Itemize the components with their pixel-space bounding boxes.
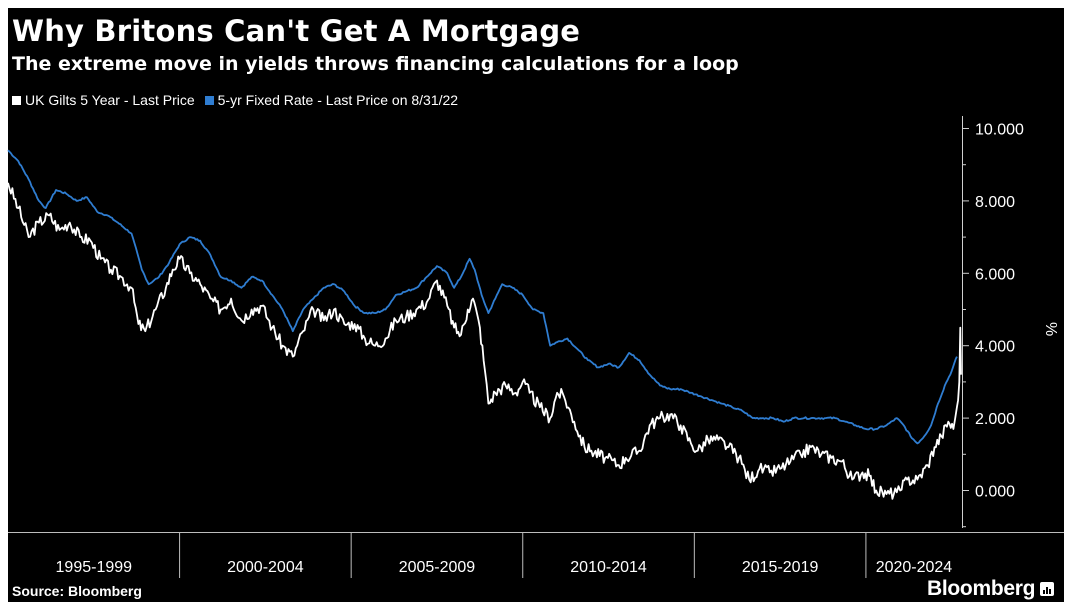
x-category-label: 2005-2009 [399,559,476,576]
legend-item-fixed-rate: 5-yr Fixed Rate - Last Price on 8/31/22 [204,92,459,108]
x-category-label: 2015-2019 [742,559,819,576]
bloomberg-logo: Bloomberg [927,577,1055,601]
bar-chart-icon [1040,582,1055,596]
y-tick-label: 10.000 [975,122,1024,139]
y-axis-unit: % [1042,322,1059,336]
chart-subtitle: The extreme move in yields throws financ… [12,53,739,75]
y-tick-label: 6.000 [975,266,1015,283]
series-line-fixed-rate [7,149,958,445]
series-line-gilts [7,182,962,500]
x-category-label: 2010-2014 [570,559,647,576]
legend: UK Gilts 5 Year - Last Price 5-yr Fixed … [12,90,468,110]
brand-name: Bloomberg [927,577,1036,600]
x-category-label: 1995-1999 [56,559,133,576]
source-note: Source: Bloomberg [12,583,142,599]
y-tick-label: 0.000 [975,484,1015,501]
y-tick-label: 2.000 [975,411,1015,428]
legend-item-gilts: UK Gilts 5 Year - Last Price [12,92,195,108]
legend-label-gilts: UK Gilts 5 Year - Last Price [25,92,195,108]
legend-swatch-gilts [12,95,21,105]
y-tick-label: 4.000 [975,339,1015,356]
y-tick-label: 8.000 [975,194,1015,211]
legend-swatch-fixed-rate [204,95,214,105]
chart-panel [8,8,1064,602]
x-category-label: 2000-2004 [227,559,304,576]
x-category-label: 2020-2024 [876,559,953,576]
chart-title: Why Britons Can't Get A Mortgage [12,14,581,48]
legend-label-fixed-rate: 5-yr Fixed Rate - Last Price on 8/31/22 [217,92,459,108]
